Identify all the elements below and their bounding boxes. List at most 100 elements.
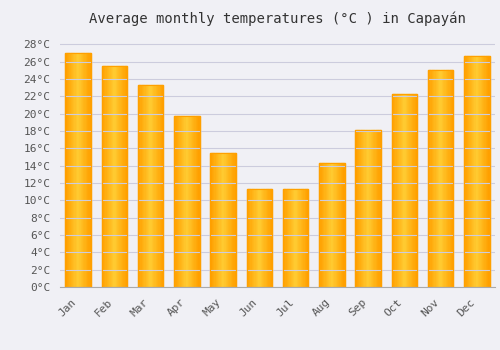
Bar bbox=[234, 153, 236, 287]
Bar bbox=[332, 163, 333, 287]
Bar bbox=[148, 85, 150, 287]
Bar bbox=[474, 56, 476, 287]
Bar bbox=[436, 70, 437, 287]
Bar bbox=[77, 53, 78, 287]
Bar bbox=[138, 85, 164, 287]
Bar bbox=[450, 70, 451, 287]
Bar bbox=[213, 153, 214, 287]
Bar bbox=[228, 153, 230, 287]
Bar bbox=[103, 66, 104, 287]
Bar bbox=[106, 66, 107, 287]
Bar bbox=[246, 189, 248, 287]
Bar bbox=[359, 130, 360, 287]
Bar bbox=[306, 189, 307, 287]
Bar bbox=[180, 117, 182, 287]
Bar bbox=[188, 117, 190, 287]
Bar bbox=[440, 70, 442, 287]
Bar bbox=[192, 117, 193, 287]
Bar bbox=[249, 189, 250, 287]
Bar bbox=[377, 130, 378, 287]
Bar bbox=[266, 189, 267, 287]
Bar bbox=[444, 70, 446, 287]
Bar bbox=[183, 117, 184, 287]
Bar bbox=[72, 53, 73, 287]
Bar bbox=[217, 153, 218, 287]
Bar bbox=[437, 70, 438, 287]
Bar bbox=[304, 189, 306, 287]
Bar bbox=[223, 153, 224, 287]
Bar bbox=[408, 94, 410, 287]
Bar bbox=[156, 85, 157, 287]
Bar bbox=[184, 117, 186, 287]
Bar bbox=[284, 189, 286, 287]
Bar bbox=[218, 153, 220, 287]
Bar bbox=[152, 85, 153, 287]
Bar bbox=[443, 70, 444, 287]
Bar bbox=[154, 85, 156, 287]
Bar bbox=[302, 189, 303, 287]
Bar bbox=[216, 153, 217, 287]
Bar bbox=[176, 117, 178, 287]
Bar bbox=[227, 153, 228, 287]
Bar bbox=[80, 53, 82, 287]
Bar bbox=[73, 53, 74, 287]
Bar bbox=[160, 85, 161, 287]
Bar bbox=[442, 70, 443, 287]
Bar bbox=[480, 56, 482, 287]
Bar bbox=[196, 117, 197, 287]
Bar bbox=[70, 53, 72, 287]
Bar bbox=[214, 153, 216, 287]
Bar bbox=[122, 66, 124, 287]
Bar bbox=[373, 130, 374, 287]
Bar bbox=[328, 163, 330, 287]
Bar bbox=[324, 163, 326, 287]
Bar bbox=[483, 56, 484, 287]
Bar bbox=[262, 189, 263, 287]
Bar bbox=[150, 85, 152, 287]
Bar bbox=[250, 189, 252, 287]
Bar bbox=[143, 85, 144, 287]
Bar bbox=[372, 130, 373, 287]
Bar bbox=[477, 56, 478, 287]
Bar bbox=[342, 163, 344, 287]
Bar bbox=[464, 56, 466, 287]
Bar bbox=[124, 66, 126, 287]
Bar bbox=[428, 70, 454, 287]
Bar bbox=[230, 153, 232, 287]
Bar bbox=[118, 66, 120, 287]
Bar bbox=[393, 94, 394, 287]
Bar bbox=[452, 70, 454, 287]
Bar bbox=[78, 53, 80, 287]
Bar bbox=[142, 85, 143, 287]
Bar bbox=[404, 94, 406, 287]
Bar bbox=[338, 163, 340, 287]
Bar bbox=[292, 189, 293, 287]
Bar bbox=[296, 189, 297, 287]
Bar bbox=[470, 56, 472, 287]
Bar bbox=[487, 56, 488, 287]
Bar bbox=[104, 66, 106, 287]
Bar bbox=[193, 117, 194, 287]
Bar bbox=[333, 163, 334, 287]
Bar bbox=[258, 189, 260, 287]
Bar bbox=[210, 153, 212, 287]
Bar bbox=[468, 56, 469, 287]
Bar bbox=[140, 85, 141, 287]
Bar bbox=[174, 117, 176, 287]
Bar bbox=[226, 153, 227, 287]
Bar bbox=[74, 53, 76, 287]
Bar bbox=[283, 189, 284, 287]
Bar bbox=[486, 56, 487, 287]
Bar bbox=[370, 130, 372, 287]
Bar bbox=[82, 53, 83, 287]
Bar bbox=[161, 85, 162, 287]
Bar bbox=[248, 189, 249, 287]
Bar bbox=[84, 53, 86, 287]
Bar bbox=[174, 117, 200, 287]
Bar bbox=[323, 163, 324, 287]
Bar bbox=[86, 53, 87, 287]
Bar bbox=[330, 163, 332, 287]
Bar bbox=[327, 163, 328, 287]
Bar bbox=[334, 163, 336, 287]
Bar bbox=[222, 153, 223, 287]
